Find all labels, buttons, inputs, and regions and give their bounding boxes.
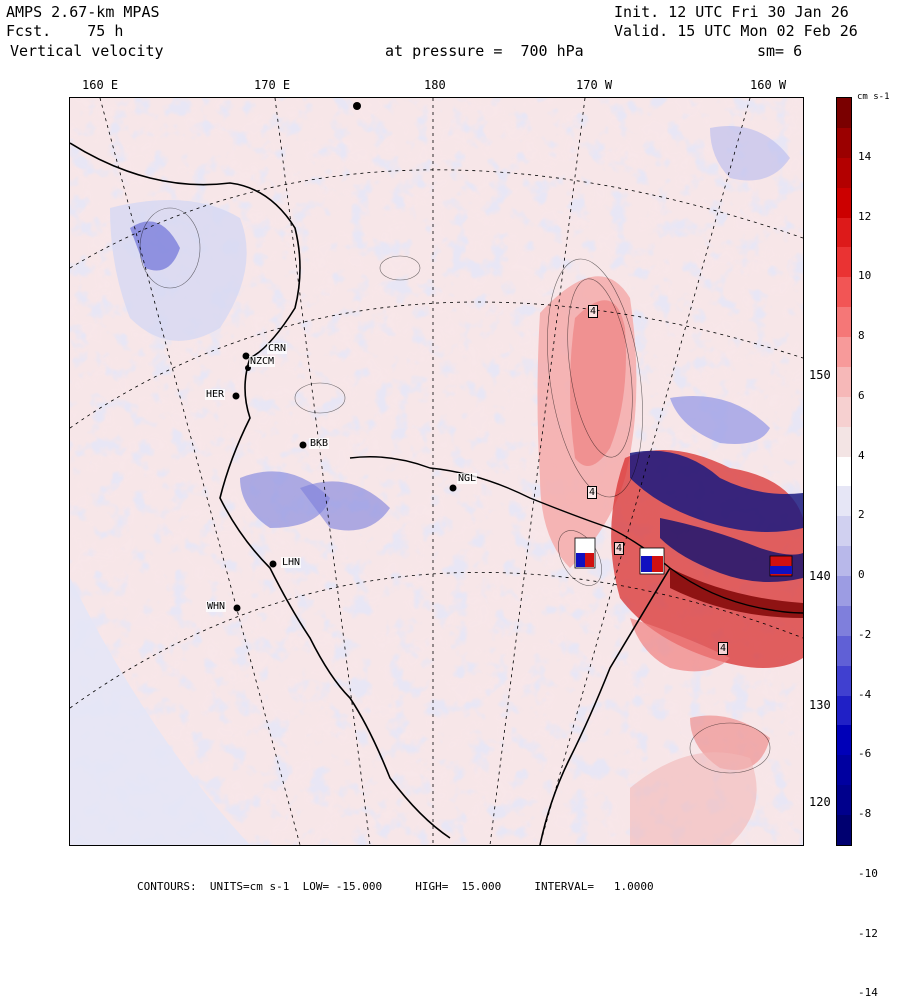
colorbar-segment xyxy=(837,247,851,278)
bottom-right-positive xyxy=(630,752,757,845)
negative-patch-2 xyxy=(710,126,790,181)
ice-shelf-region xyxy=(70,578,250,845)
footer-contour-info: CONTOURS: UNITS=cm s-1 LOW= -15.000 HIGH… xyxy=(137,880,654,893)
forecast-hour: Fcst. 75 h xyxy=(6,22,124,40)
colorbar-tick-label: 4 xyxy=(858,448,865,462)
footer-interval: INTERVAL= 1.0000 xyxy=(534,880,654,893)
positive-plume-core xyxy=(570,300,626,466)
negative-patch-5 xyxy=(130,221,180,271)
model-title: AMPS 2.67-km MPAS xyxy=(6,3,160,21)
colorbar-segment xyxy=(837,546,851,577)
lon-label-160e: 160 E xyxy=(82,78,119,92)
colorbar-tick-label: -14 xyxy=(858,986,878,999)
strong-descent-band-2 xyxy=(660,518,803,582)
colorbar-segment xyxy=(837,217,851,248)
colorbar-tick-label: -6 xyxy=(858,747,872,761)
lon-label-170e: 170 E xyxy=(254,78,291,92)
colorbar-tick-label: -12 xyxy=(858,926,878,940)
colorbar-segment xyxy=(837,277,851,308)
vertical-velocity-map xyxy=(70,98,803,845)
station-nzcm: NZCM xyxy=(249,356,276,367)
colorbar-tick-label: 14 xyxy=(858,149,872,163)
secondary-ascent xyxy=(630,618,730,672)
colorbar-tick-label: 10 xyxy=(858,269,872,283)
colorbar-tick-label: 0 xyxy=(858,568,865,582)
colorbar-segment xyxy=(837,426,851,457)
coastline-west xyxy=(70,142,451,839)
footer-units: UNITS=cm s-1 xyxy=(209,880,290,893)
field-name: Vertical velocity xyxy=(10,42,164,60)
colorbar-segment xyxy=(837,635,851,666)
colorbar-tick-label: 8 xyxy=(858,329,865,343)
graticule xyxy=(70,98,803,845)
colorbar-tick-label: 6 xyxy=(858,388,865,402)
colorbar-segment xyxy=(837,486,851,517)
contour-label-1: 4 xyxy=(588,305,599,318)
colorbar-tick-label: -4 xyxy=(858,687,872,701)
map-panel[interactable] xyxy=(69,97,804,846)
station-lhn: LHN xyxy=(281,557,302,568)
colorbar-segment xyxy=(837,725,851,756)
footer-high: HIGH= 15.000 xyxy=(415,880,502,893)
lon-label-180: 180 xyxy=(424,78,446,92)
colorbar-tick-label: -8 xyxy=(858,807,872,821)
colorbar-segment xyxy=(837,516,851,547)
colorbar-segment xyxy=(837,605,851,636)
coastline-east xyxy=(539,567,671,845)
colorbar-tick-label: 2 xyxy=(858,508,865,522)
negative-patch-4 xyxy=(300,481,390,531)
strong-descent-band-1 xyxy=(630,450,803,532)
station-bkb: BKB xyxy=(309,438,330,449)
colorbar-segment xyxy=(837,98,851,128)
colorbar-segment xyxy=(837,695,851,726)
contour-label-4: 4 xyxy=(718,642,729,655)
colorbar-segment xyxy=(837,187,851,218)
smoothing-value: sm= 6 xyxy=(757,42,803,60)
station-her: HER xyxy=(205,389,226,400)
footer-low: LOW= -15.000 xyxy=(302,880,383,893)
pressure-level: at pressure = 700 hPa xyxy=(385,42,584,60)
dipole-blip-3-blue xyxy=(770,566,792,574)
colorbar-segment xyxy=(837,456,851,487)
lon-label-160w: 160 W xyxy=(750,78,787,92)
colorbar-segment xyxy=(837,366,851,397)
colorbar-segment xyxy=(837,815,851,846)
colorbar-units: cm s-1 xyxy=(857,92,890,102)
colorbar-segment xyxy=(837,396,851,427)
footer-contours: CONTOURS: xyxy=(137,880,197,893)
colorbar-segment xyxy=(837,785,851,816)
colorbar-tick-label: -2 xyxy=(858,627,872,641)
colorbar-segment xyxy=(837,307,851,338)
station-crn: CRN xyxy=(267,343,288,354)
colorbar-tick-label: 12 xyxy=(858,209,872,223)
lon-label-170w: 170 W xyxy=(576,78,613,92)
dipole-blip-1-blue xyxy=(576,553,585,567)
contour-lines xyxy=(139,207,771,774)
contour-label-3: 4 xyxy=(614,542,625,555)
station-ngl: NGL xyxy=(457,473,478,484)
colorbar-segment xyxy=(837,576,851,607)
colorbar-segment xyxy=(837,127,851,158)
station-whn: WHN xyxy=(206,601,227,612)
valid-time: Valid. 15 UTC Mon 02 Feb 26 xyxy=(614,22,858,40)
init-time: Init. 12 UTC Fri 30 Jan 26 xyxy=(614,3,849,21)
colorbar-segment xyxy=(837,157,851,188)
dipole-blip-2-red xyxy=(652,556,663,572)
colorbar-segment xyxy=(837,755,851,786)
negative-patch-1 xyxy=(670,396,770,444)
dipole-blip-1-red xyxy=(585,553,594,567)
dipole-blip-2-blue xyxy=(641,556,652,572)
colorbar-segment xyxy=(837,665,851,696)
contour-label-2: 4 xyxy=(587,486,598,499)
colorbar-tick-label: -10 xyxy=(858,866,878,880)
strong-ascent-band xyxy=(670,568,803,618)
colorbar xyxy=(836,97,852,846)
ice-shelf-edge xyxy=(349,456,803,614)
colorbar-segment xyxy=(837,337,851,368)
